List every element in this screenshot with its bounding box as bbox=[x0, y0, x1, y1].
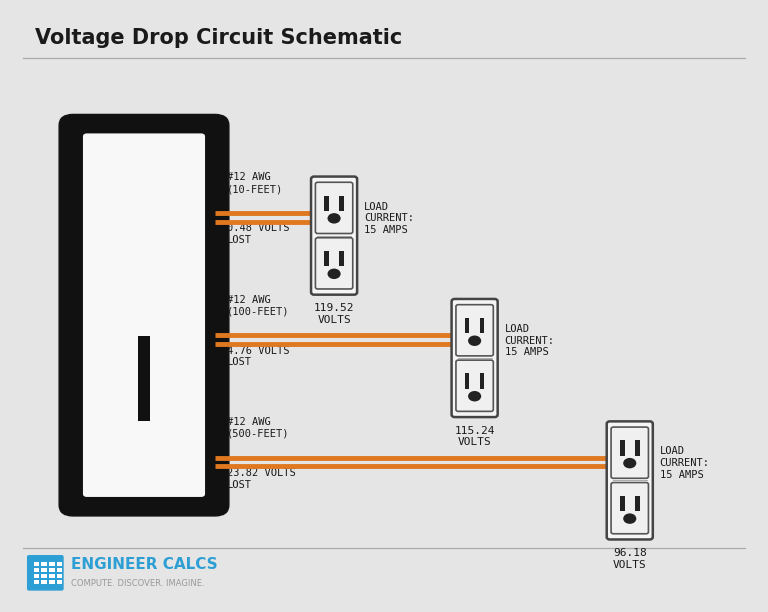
Text: #12 AWG
(500-FEET): #12 AWG (500-FEET) bbox=[227, 417, 289, 439]
FancyBboxPatch shape bbox=[611, 427, 648, 479]
FancyBboxPatch shape bbox=[83, 133, 205, 497]
Bar bbox=[480, 373, 485, 389]
Text: #12 AWG
(10-FEET): #12 AWG (10-FEET) bbox=[227, 173, 283, 194]
Text: 4.76 VOLTS
LOST: 4.76 VOLTS LOST bbox=[227, 346, 289, 367]
Circle shape bbox=[468, 335, 482, 346]
Bar bbox=[34, 562, 39, 566]
Bar bbox=[41, 574, 47, 578]
Bar bbox=[339, 251, 344, 266]
Bar bbox=[34, 580, 39, 584]
Bar bbox=[57, 574, 62, 578]
Text: Voltage Drop Circuit Schematic: Voltage Drop Circuit Schematic bbox=[35, 28, 402, 48]
FancyBboxPatch shape bbox=[316, 182, 353, 234]
Text: ENGINEER CALCS: ENGINEER CALCS bbox=[71, 557, 218, 572]
Bar bbox=[480, 318, 485, 333]
Bar bbox=[49, 574, 55, 578]
Bar bbox=[620, 440, 624, 455]
Bar bbox=[465, 318, 469, 333]
Bar bbox=[324, 195, 329, 211]
Circle shape bbox=[623, 513, 637, 524]
Bar bbox=[49, 568, 55, 572]
FancyBboxPatch shape bbox=[456, 305, 493, 356]
Bar bbox=[138, 336, 151, 422]
Bar bbox=[49, 562, 55, 566]
FancyBboxPatch shape bbox=[316, 237, 353, 289]
Text: 119.52
VOLTS: 119.52 VOLTS bbox=[314, 304, 354, 325]
Bar bbox=[620, 496, 624, 511]
Text: LOAD
CURRENT:
15 AMPS: LOAD CURRENT: 15 AMPS bbox=[364, 202, 414, 235]
Bar bbox=[41, 562, 47, 566]
Bar bbox=[49, 580, 55, 584]
FancyBboxPatch shape bbox=[28, 556, 63, 590]
Circle shape bbox=[327, 213, 341, 223]
Bar bbox=[635, 440, 640, 455]
Bar bbox=[324, 251, 329, 266]
Text: COMPUTE. DISCOVER. IMAGINE.: COMPUTE. DISCOVER. IMAGINE. bbox=[71, 579, 205, 588]
Bar bbox=[34, 568, 39, 572]
Circle shape bbox=[327, 269, 341, 279]
Circle shape bbox=[623, 458, 637, 468]
Circle shape bbox=[468, 391, 482, 401]
Bar bbox=[57, 580, 62, 584]
Text: 96.18
VOLTS: 96.18 VOLTS bbox=[613, 548, 647, 570]
FancyBboxPatch shape bbox=[456, 360, 493, 411]
Text: #12 AWG
(100-FEET): #12 AWG (100-FEET) bbox=[227, 295, 289, 316]
Bar bbox=[57, 568, 62, 572]
Bar bbox=[41, 568, 47, 572]
FancyBboxPatch shape bbox=[607, 421, 653, 540]
FancyBboxPatch shape bbox=[311, 176, 357, 294]
Bar bbox=[57, 562, 62, 566]
FancyBboxPatch shape bbox=[59, 114, 229, 516]
Text: 120 VOLT
PANEL: 120 VOLT PANEL bbox=[115, 181, 173, 209]
Text: 115.24
VOLTS: 115.24 VOLTS bbox=[455, 426, 495, 447]
Text: 23.82 VOLTS
LOST: 23.82 VOLTS LOST bbox=[227, 468, 296, 490]
Bar bbox=[465, 373, 469, 389]
Text: LOAD
CURRENT:
15 AMPS: LOAD CURRENT: 15 AMPS bbox=[505, 324, 554, 357]
Text: LOAD
CURRENT:
15 AMPS: LOAD CURRENT: 15 AMPS bbox=[660, 447, 710, 480]
Text: 0.48 VOLTS
LOST: 0.48 VOLTS LOST bbox=[227, 223, 289, 245]
Bar bbox=[339, 195, 344, 211]
Bar bbox=[34, 574, 39, 578]
FancyBboxPatch shape bbox=[611, 482, 648, 534]
Bar bbox=[41, 580, 47, 584]
FancyBboxPatch shape bbox=[452, 299, 498, 417]
Bar bbox=[635, 496, 640, 511]
